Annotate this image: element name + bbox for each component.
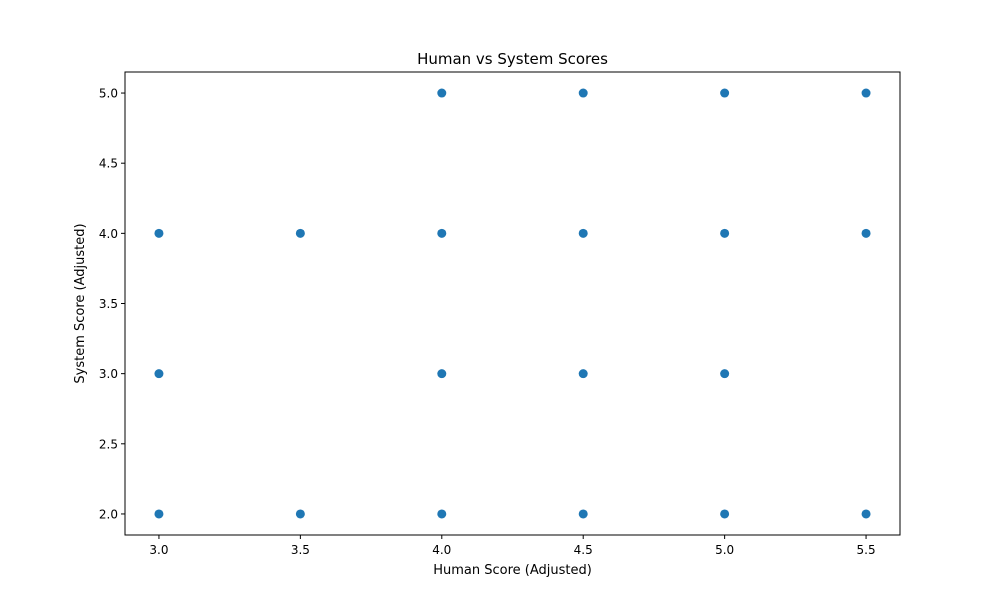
data-point — [295, 228, 305, 238]
data-point — [437, 88, 447, 98]
data-point — [437, 509, 447, 519]
data-point — [861, 228, 871, 238]
x-tick-label: 4.5 — [574, 543, 593, 557]
data-point — [578, 369, 588, 379]
axis-ticks: 3.0 3.5 4.0 4.5 5.0 5.5 2.0 2.5 3.0 3.5 4.0 4.5 5.0 — [99, 87, 876, 557]
data-point — [154, 509, 164, 519]
data-point — [295, 509, 305, 519]
data-point — [861, 509, 871, 519]
y-tick-label: 3.5 — [99, 297, 118, 311]
y-tick-label: 3.0 — [99, 367, 118, 381]
data-point — [578, 228, 588, 238]
x-tick-label: 3.0 — [149, 543, 168, 557]
y-tick-label: 2.0 — [99, 507, 118, 521]
data-point — [578, 88, 588, 98]
y-tick-label: 5.0 — [99, 87, 118, 101]
x-tick-label: 3.5 — [291, 543, 310, 557]
data-point — [578, 509, 588, 519]
data-point — [720, 88, 730, 98]
data-points — [154, 88, 871, 519]
plot-frame — [124, 71, 901, 536]
x-tick-label: 5.0 — [715, 543, 734, 557]
x-tick-label: 5.5 — [857, 543, 876, 557]
y-tick-label: 4.0 — [99, 227, 118, 241]
data-point — [720, 228, 730, 238]
data-point — [720, 509, 730, 519]
x-tick-label: 4.0 — [432, 543, 451, 557]
chart-title: Human vs System Scores — [417, 50, 608, 68]
data-point — [720, 369, 730, 379]
data-point — [437, 228, 447, 238]
data-point — [154, 369, 164, 379]
y-tick-label: 4.5 — [99, 157, 118, 171]
y-tick-label: 2.5 — [99, 437, 118, 451]
data-point — [154, 228, 164, 238]
data-point — [861, 88, 871, 98]
y-axis-label: System Score (Adjusted) — [73, 223, 88, 383]
x-axis-label: Human Score (Adjusted) — [433, 563, 592, 578]
data-point — [437, 369, 447, 379]
